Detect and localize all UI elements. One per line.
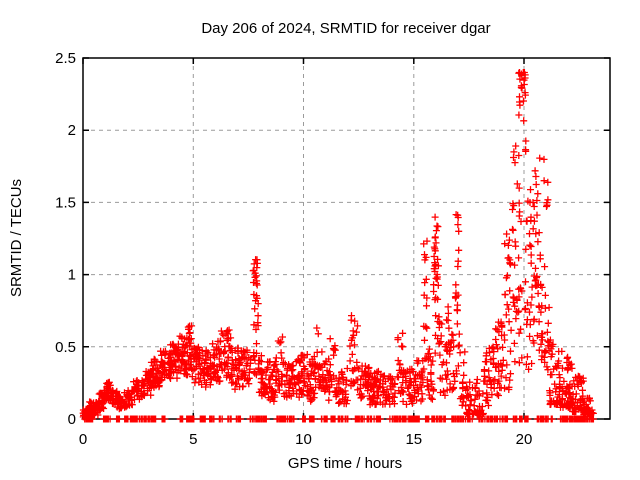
chart-title: Day 206 of 2024, SRMTID for receiver dga… <box>201 20 490 37</box>
y-axis-label: SRMTID / TECUs <box>8 179 25 297</box>
x-axis-label: GPS time / hours <box>288 455 402 472</box>
y-tick-label: 0 <box>68 411 76 428</box>
x-tick-label: 5 <box>189 431 197 448</box>
x-tick-label: 10 <box>295 431 312 448</box>
y-tick-label: 1.5 <box>55 194 76 211</box>
y-tick-label: 0.5 <box>55 339 76 356</box>
y-tick-label: 2.5 <box>55 50 76 67</box>
x-tick-label: 15 <box>405 431 422 448</box>
x-tick-label: 0 <box>79 431 87 448</box>
x-tick-label: 20 <box>516 431 533 448</box>
y-tick-label: 2 <box>68 122 76 139</box>
data-points <box>79 69 597 423</box>
tick-labels: 0 5 10 15 20 0 0.5 1 1.5 2 2.5 <box>55 50 532 448</box>
y-tick-label: 1 <box>68 267 76 284</box>
